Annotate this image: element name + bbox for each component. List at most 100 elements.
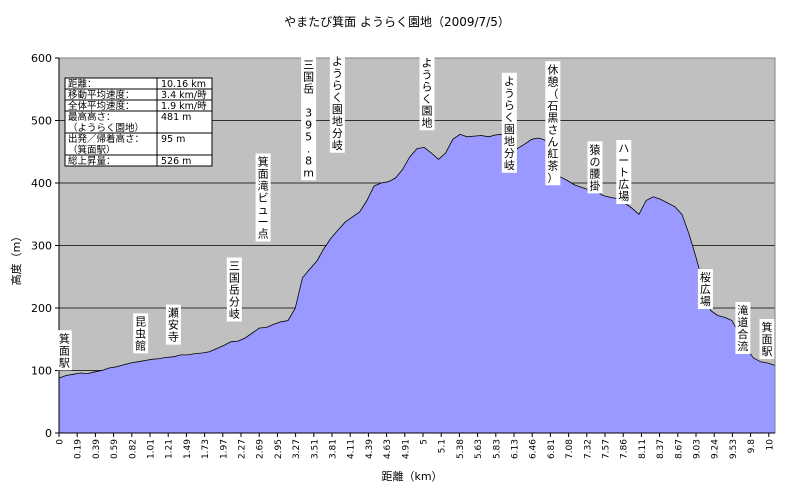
elevation-line: [58, 133, 776, 379]
x-tick-label: 4.11: [347, 439, 357, 459]
x-tick-label: 6.81: [547, 439, 557, 459]
x-tick-label: 5.38: [456, 439, 466, 459]
y-tick-label: 200: [31, 302, 52, 315]
elevation-area: [58, 133, 776, 434]
stats-label: 出発／帰着高さ：（箕面駅）: [68, 133, 144, 156]
y-tick-label: 500: [31, 115, 52, 128]
x-tick-label: 5.1: [438, 439, 448, 453]
stats-label: 移動平均速度：: [68, 89, 135, 101]
x-tick-label: 2.69: [256, 439, 266, 459]
waypoint-annotation: 箕面駅: [59, 331, 70, 369]
x-tick-label: 7.08: [565, 439, 575, 459]
x-tick-label: 7.86: [620, 439, 630, 459]
waypoint-annotation: 三国岳分岐: [229, 260, 240, 321]
waypoint-annotation: ようらく園地: [422, 56, 433, 129]
waypoint-annotation: 猿の腰掛: [589, 142, 600, 192]
x-tick-label: 5.83: [492, 439, 502, 459]
y-tick-label: 0: [45, 427, 52, 440]
x-tick-label: 3.81: [329, 439, 339, 459]
x-tick-label: 5: [420, 439, 430, 445]
stats-table-border: [64, 77, 213, 167]
x-axis-label: 距離（km）: [381, 469, 442, 483]
x-tick-label: 2.27: [238, 439, 248, 459]
waypoint-annotation: 箕面駅: [761, 320, 772, 358]
waypoint-annotation: 桜広場: [700, 270, 711, 308]
stats-value: 3.4 km/時: [161, 90, 207, 101]
annotation-background: [759, 319, 775, 359]
y-tick-label: 400: [31, 177, 52, 190]
stats-label: 総上昇量：: [68, 155, 116, 167]
x-tick-label: 9.53: [729, 439, 739, 459]
x-tick-label: 9.8: [747, 439, 757, 454]
waypoint-annotation: 瀬安寺: [168, 306, 179, 344]
x-tick-label: 1.01: [147, 439, 157, 459]
x-tick-label: 8.37: [656, 439, 666, 459]
x-tick-label: 7.57: [602, 439, 612, 459]
x-tick-label: 4.91: [401, 439, 411, 459]
x-tick-label: 8.11: [638, 439, 648, 459]
stats-label: 全体平均速度：: [68, 100, 135, 112]
stats-label: 最高高さ：（ようらく園地）: [68, 111, 144, 134]
x-tick-label: 0.39: [92, 439, 102, 459]
stats-value: 95 m: [161, 134, 185, 145]
annotation-background: [133, 313, 149, 354]
stats-value: 481 m: [161, 112, 191, 123]
x-tick-label: 3.51: [310, 439, 320, 459]
x-tick-label: 0.19: [74, 439, 84, 459]
x-tick-label: 1.21: [165, 439, 175, 459]
annotation-background: [226, 257, 242, 322]
y-tick-label: 600: [31, 52, 52, 65]
stats-label: 距離：: [68, 78, 97, 90]
stats-value: 1.9 km/時: [161, 101, 207, 112]
x-tick-label: 1.97: [219, 439, 229, 459]
annotation-background: [501, 72, 517, 173]
waypoint-annotation: ようらく園地分岐: [332, 55, 343, 152]
x-tick-label: 1.73: [201, 439, 211, 459]
x-tick-label: 6.46: [529, 439, 539, 459]
x-tick-label: 9.03: [693, 439, 703, 459]
y-tick-labels: 0 100 200 300 400 500 600: [31, 52, 59, 440]
x-tick-label: 1.49: [183, 439, 193, 459]
x-tick-label: 4.63: [383, 439, 393, 459]
x-tick-label: 5.63: [474, 439, 484, 459]
x-tick-label: 6.13: [511, 439, 521, 459]
annotation-background: [545, 61, 561, 186]
waypoint-annotations: 箕面駅 昆虫館 瀬安寺 三国岳分岐 箕面滝ビュー点 三国岳 3 9 5. 8 m ようらく園地分岐 よ…: [56, 52, 775, 371]
stats-value: 526 m: [161, 156, 191, 167]
y-tick-label: 300: [31, 240, 52, 253]
x-tick-label: 9.24: [711, 439, 721, 459]
annotation-background: [697, 269, 713, 309]
x-tick-label: 4.39: [365, 439, 375, 459]
annotation-background: [255, 153, 271, 242]
x-tick-label: 8.67: [674, 439, 684, 459]
x-tick-labels: 0 0.19 0.39 0.59 0.82 1.01 1.21 1.49 1.73 1.97 2.2…: [56, 433, 775, 459]
x-tick-label: 10: [765, 439, 775, 451]
annotation-background: [616, 140, 632, 204]
x-tick-label: 0.59: [110, 439, 120, 459]
x-tick-label: 3.27: [292, 439, 302, 459]
waypoint-annotation: 昆虫館: [135, 315, 146, 352]
waypoint-annotation: 滝道合流: [737, 304, 748, 353]
elevation-area-fill: [59, 134, 775, 434]
stats-value: 10.16 km: [161, 79, 206, 90]
annotation-background: [587, 141, 603, 194]
annotation-background: [329, 52, 345, 153]
waypoint-annotation: ハート広場: [618, 142, 629, 203]
x-tick-label: 7.32: [583, 439, 593, 459]
y-axis-label: 高度（m）: [9, 231, 23, 286]
annotation-background: [301, 56, 317, 181]
waypoint-annotation: ようらく園地分岐: [504, 75, 515, 172]
waypoint-annotation: 箕面滝ビュー点: [258, 155, 269, 241]
waypoint-annotation: 休憩（石黒さん紅茶）: [547, 63, 558, 184]
x-tick-label: 0.82: [128, 439, 138, 459]
x-tick-label: 2.95: [274, 439, 284, 459]
annotation-background: [735, 302, 751, 354]
annotation-background: [165, 304, 181, 345]
x-tick-label: 0: [56, 439, 66, 445]
y-tick-label: 100: [31, 365, 52, 378]
annotation-background: [56, 330, 72, 371]
chart-title: やまたび箕面 ようらく園地（2009/7/5）: [284, 15, 510, 29]
